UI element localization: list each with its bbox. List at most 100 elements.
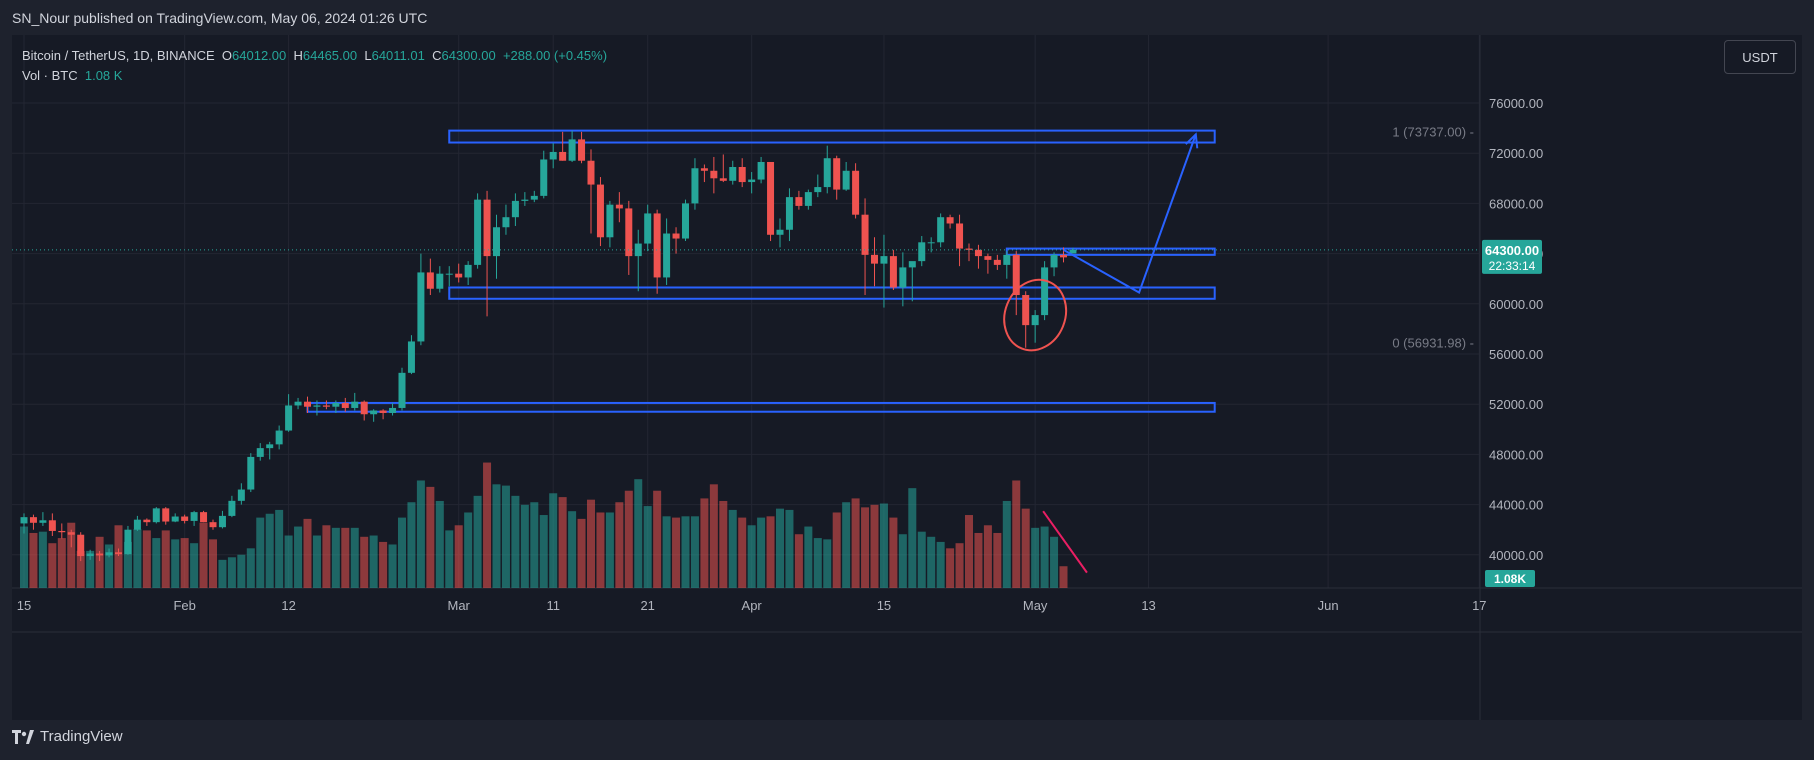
candle-body[interactable]: [540, 159, 548, 196]
candle-body[interactable]: [483, 199, 491, 257]
candle-body[interactable]: [370, 410, 378, 415]
candle-body[interactable]: [39, 520, 47, 523]
candle-body[interactable]: [115, 552, 122, 555]
candle-body[interactable]: [58, 530, 66, 533]
candle-body[interactable]: [266, 444, 274, 449]
volume-label[interactable]: Vol · BTC: [22, 68, 78, 83]
price-zone-rectangle[interactable]: [1005, 247, 1216, 256]
candle-body[interactable]: [322, 405, 330, 407]
candle-body[interactable]: [398, 372, 406, 408]
candle-body[interactable]: [332, 402, 340, 407]
candle-body[interactable]: [861, 214, 869, 255]
candle-body[interactable]: [956, 223, 964, 249]
candle-body[interactable]: [757, 161, 765, 180]
chart-panel[interactable]: 1 (73737.00) - 0 (56931.98) - 76000.00 7200…: [12, 35, 1802, 720]
candle-body[interactable]: [625, 208, 633, 257]
candle-body[interactable]: [407, 341, 415, 373]
candle-body[interactable]: [29, 517, 37, 523]
candle-body[interactable]: [899, 267, 907, 288]
candle-body[interactable]: [814, 187, 822, 193]
candle-body[interactable]: [880, 256, 888, 264]
candle-body[interactable]: [426, 272, 434, 289]
candle-body[interactable]: [124, 529, 132, 555]
candle-body[interactable]: [993, 259, 1001, 265]
candle-body[interactable]: [200, 512, 208, 523]
candle-body[interactable]: [559, 151, 567, 161]
candle-body[interactable]: [105, 552, 113, 556]
candle-body[interactable]: [464, 264, 472, 278]
candle-body[interactable]: [644, 213, 652, 244]
candle-body[interactable]: [521, 199, 529, 201]
candle-body[interactable]: [785, 197, 793, 230]
symbol-name[interactable]: Bitcoin / TetherUS, 1D, BINANCE: [22, 48, 215, 63]
candle-body[interactable]: [152, 508, 160, 523]
candle-body[interactable]: [587, 160, 595, 185]
candle-body[interactable]: [908, 261, 916, 268]
candle-body[interactable]: [294, 401, 302, 406]
candle-body[interactable]: [889, 256, 897, 288]
candle-body[interactable]: [304, 401, 311, 407]
candle-body[interactable]: [842, 170, 850, 190]
candle-body[interactable]: [729, 167, 737, 181]
candle-body[interactable]: [974, 249, 982, 257]
candle-body[interactable]: [663, 233, 671, 278]
candle-body[interactable]: [96, 553, 104, 556]
candle-body[interactable]: [511, 200, 519, 218]
price-zone-rectangle[interactable]: [448, 286, 1216, 300]
candle-body[interactable]: [436, 273, 444, 289]
candle-body[interactable]: [228, 500, 236, 516]
candle-body[interactable]: [341, 402, 349, 408]
projection-path[interactable]: [1063, 134, 1197, 294]
candle-body[interactable]: [502, 217, 510, 228]
candle-body[interactable]: [67, 532, 75, 535]
price-zone-rectangle[interactable]: [306, 401, 1216, 413]
candle-body[interactable]: [700, 168, 708, 171]
candle-body[interactable]: [804, 192, 812, 206]
candle-body[interactable]: [143, 519, 151, 523]
candle-body[interactable]: [653, 213, 661, 278]
candle-body[interactable]: [455, 273, 463, 278]
candle-body[interactable]: [606, 204, 614, 238]
price-zone-rectangle[interactable]: [448, 129, 1216, 144]
candle-body[interactable]: [493, 227, 500, 257]
currency-button[interactable]: USDT: [1724, 40, 1796, 74]
candle-body[interactable]: [474, 199, 482, 265]
candle-body[interactable]: [1012, 254, 1020, 296]
candle-body[interactable]: [738, 167, 746, 183]
candle-body[interactable]: [568, 139, 576, 161]
candle-body[interactable]: [360, 401, 368, 415]
candle-body[interactable]: [351, 401, 359, 408]
candle-body[interactable]: [1050, 254, 1058, 268]
candle-body[interactable]: [1060, 254, 1067, 258]
candle-body[interactable]: [767, 161, 775, 235]
candle-body[interactable]: [776, 229, 784, 235]
candle-body[interactable]: [445, 273, 453, 275]
candle-body[interactable]: [209, 522, 217, 528]
candle-body[interactable]: [984, 256, 992, 260]
candle-body[interactable]: [86, 553, 94, 557]
candle-body[interactable]: [937, 217, 945, 243]
candle-body[interactable]: [549, 151, 557, 160]
candle-body[interactable]: [1069, 249, 1077, 254]
candle-body[interactable]: [171, 516, 179, 522]
highlight-ellipse[interactable]: [994, 270, 1077, 359]
candle-body[interactable]: [871, 254, 878, 264]
candle-body[interactable]: [247, 456, 255, 490]
candle-body[interactable]: [181, 516, 189, 521]
candle-body[interactable]: [682, 203, 689, 239]
candle-body[interactable]: [133, 519, 141, 530]
candle-body[interactable]: [691, 168, 699, 204]
candle-body[interactable]: [946, 217, 954, 224]
candle-body[interactable]: [672, 233, 680, 239]
candle-body[interactable]: [1022, 295, 1030, 326]
candle-body[interactable]: [965, 248, 973, 250]
candle-body[interactable]: [389, 407, 397, 413]
volume-trend-line[interactable]: [1042, 510, 1088, 574]
candle-body[interactable]: [218, 515, 226, 528]
price-chart[interactable]: 1 (73737.00) - 0 (56931.98) - 76000.00 7200…: [12, 35, 1802, 720]
candle-body[interactable]: [417, 272, 425, 342]
candle-body[interactable]: [1031, 315, 1039, 326]
candle-body[interactable]: [530, 195, 538, 200]
candle-body[interactable]: [48, 520, 56, 531]
candle-body[interactable]: [596, 184, 604, 238]
